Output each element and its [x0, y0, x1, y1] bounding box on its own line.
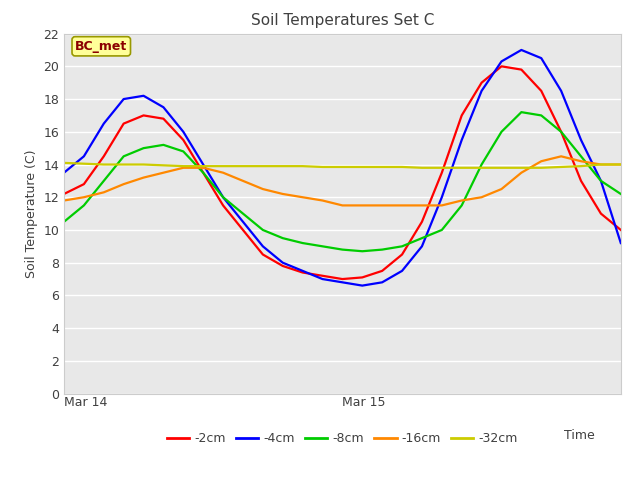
Text: BC_met: BC_met	[75, 40, 127, 53]
Text: Time: Time	[564, 429, 595, 442]
Legend: -2cm, -4cm, -8cm, -16cm, -32cm: -2cm, -4cm, -8cm, -16cm, -32cm	[162, 427, 523, 450]
Y-axis label: Soil Temperature (C): Soil Temperature (C)	[25, 149, 38, 278]
Title: Soil Temperatures Set C: Soil Temperatures Set C	[251, 13, 434, 28]
